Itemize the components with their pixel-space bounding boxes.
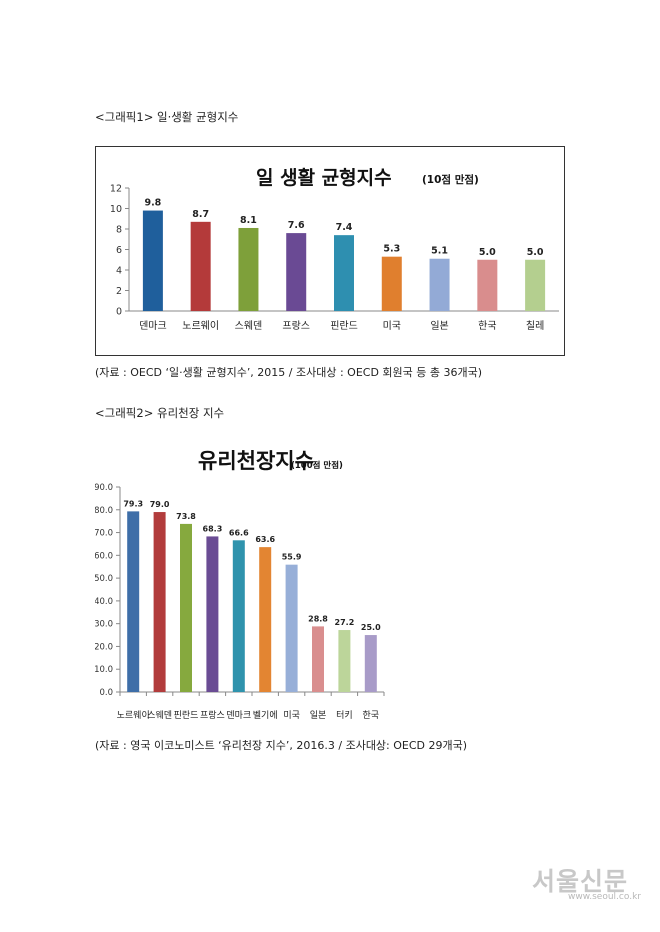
- data-label: 25.0: [361, 623, 381, 632]
- y-tick-label: 2: [116, 286, 122, 297]
- bar-5: [232, 540, 245, 692]
- y-tick-label: 90.0: [95, 483, 113, 493]
- data-label: 5.0: [479, 247, 496, 258]
- y-tick-label: 60.0: [95, 551, 113, 561]
- x-tick-label: 핀란드: [330, 320, 358, 332]
- y-tick-label: 30.0: [95, 620, 113, 630]
- bar-7: [429, 258, 450, 311]
- x-tick-label: 미국: [383, 320, 401, 332]
- y-tick-label: 0.0: [99, 688, 113, 698]
- data-label: 5.3: [383, 244, 400, 255]
- x-tick-label: 일본: [430, 320, 448, 332]
- chart1-svg: 일 생활 균형지수 (10점 만점) 0 2 4 6 8 10 12 9.8 덴마크 8.7 노르…: [110, 167, 559, 332]
- chart1-box: 일 생활 균형지수 (10점 만점) 0 2 4 6 8 10 12 9.8 덴마크 8.7 노르…: [95, 146, 565, 356]
- bar-4: [286, 233, 307, 311]
- y-tick-label: 12: [110, 183, 122, 194]
- bar-3: [180, 523, 192, 692]
- data-label: 7.6: [288, 220, 305, 231]
- graphic2-caption: <그래픽2> 유리천장 지수: [95, 406, 225, 420]
- y-tick-label: 40.0: [95, 597, 113, 607]
- logo-url: www.seoul.co.kr: [568, 892, 641, 902]
- x-tick-label: 스웨덴: [235, 320, 263, 332]
- graphic1-source: (자료 : OECD ‘일·생활 균형지수’, 2015 / 조사대상 : OE…: [95, 366, 483, 379]
- bar-9: [338, 630, 351, 692]
- logo-name: 서울신문: [532, 867, 629, 896]
- graphic2-source: (자료 : 영국 이코노미스트 ‘유리천장 지수’, 2016.3 / 조사대상…: [95, 739, 468, 752]
- y-tick-label: 10.0: [95, 665, 113, 675]
- data-label: 79.3: [123, 499, 143, 508]
- x-tick-label: 터키: [336, 710, 353, 721]
- y-tick-label: 6: [116, 245, 122, 256]
- chart2-title: 유리천장지수: [198, 449, 314, 473]
- y-tick-label: 70.0: [95, 529, 113, 539]
- x-tick-label: 벨기에: [253, 710, 278, 721]
- bar-2: [153, 512, 166, 692]
- data-label: 66.6: [229, 528, 249, 537]
- data-label: 28.8: [308, 614, 328, 623]
- data-label: 55.9: [282, 553, 302, 562]
- y-tick-label: 10: [110, 204, 122, 215]
- chart2-subtitle: (100점 만점): [291, 460, 343, 471]
- bar-7: [285, 564, 298, 692]
- data-label: 27.2: [335, 618, 355, 627]
- data-label: 5.1: [431, 246, 448, 257]
- y-tick-label: 0: [116, 306, 122, 317]
- chart2-svg: 유리천장지수 (100점 만점) 0.0 10.0 20.0 30.0 40.0 50.0…: [94, 449, 385, 721]
- x-tick-label: 노르웨이: [117, 709, 150, 721]
- x-tick-label: 프랑스: [200, 709, 225, 721]
- data-label: 8.7: [192, 209, 209, 220]
- data-label: 79.0: [150, 500, 170, 509]
- y-tick-label: 80.0: [95, 506, 113, 516]
- bar-10: [364, 635, 377, 692]
- bar-5: [334, 235, 354, 311]
- y-tick-label: 20.0: [95, 642, 113, 652]
- x-tick-label: 덴마크: [139, 320, 167, 332]
- chart2-box: 유리천장지수 (100점 만점) 0.0 10.0 20.0 30.0 40.0 50.0…: [94, 426, 395, 736]
- y-tick-label: 4: [116, 265, 122, 276]
- graphic1-caption: <그래픽1> 일·생활 균형지수: [95, 110, 239, 124]
- x-tick-label: 핀란드: [174, 709, 199, 721]
- data-label: 7.4: [336, 222, 353, 233]
- x-tick-label: 한국: [363, 710, 380, 721]
- data-label: 68.3: [203, 524, 223, 533]
- bar-2: [190, 221, 211, 311]
- chart1-subtitle: (10점 만점): [422, 173, 479, 186]
- data-label: 8.1: [240, 215, 257, 226]
- chart1-title: 일 생활 균형지수: [256, 167, 392, 189]
- bar-1: [142, 210, 163, 311]
- x-tick-label: 칠레: [526, 320, 544, 332]
- x-tick-label: 스웨덴: [147, 709, 172, 721]
- bar-8: [477, 259, 498, 311]
- bar-6: [381, 256, 402, 311]
- bar-6: [259, 547, 272, 692]
- y-tick-label: 50.0: [95, 574, 113, 584]
- data-label: 73.8: [176, 512, 196, 521]
- x-tick-label: 덴마크: [226, 710, 251, 721]
- data-label: 63.6: [255, 535, 275, 544]
- seoul-shinmun-logo: 서울신문 www.seoul.co.kr: [532, 862, 644, 912]
- data-label: 5.0: [527, 247, 544, 258]
- x-tick-label: 미국: [283, 710, 300, 721]
- x-tick-label: 일본: [310, 710, 327, 721]
- bar-9: [525, 259, 546, 311]
- x-tick-label: 한국: [478, 320, 496, 332]
- bar-1: [127, 511, 140, 692]
- bar-3: [238, 227, 259, 311]
- y-tick-label: 8: [116, 224, 122, 235]
- x-tick-label: 프랑스: [282, 320, 310, 332]
- bar-8: [312, 626, 324, 692]
- bar-4: [206, 536, 219, 692]
- x-tick-label: 노르웨이: [182, 320, 219, 332]
- data-label: 9.8: [144, 198, 161, 209]
